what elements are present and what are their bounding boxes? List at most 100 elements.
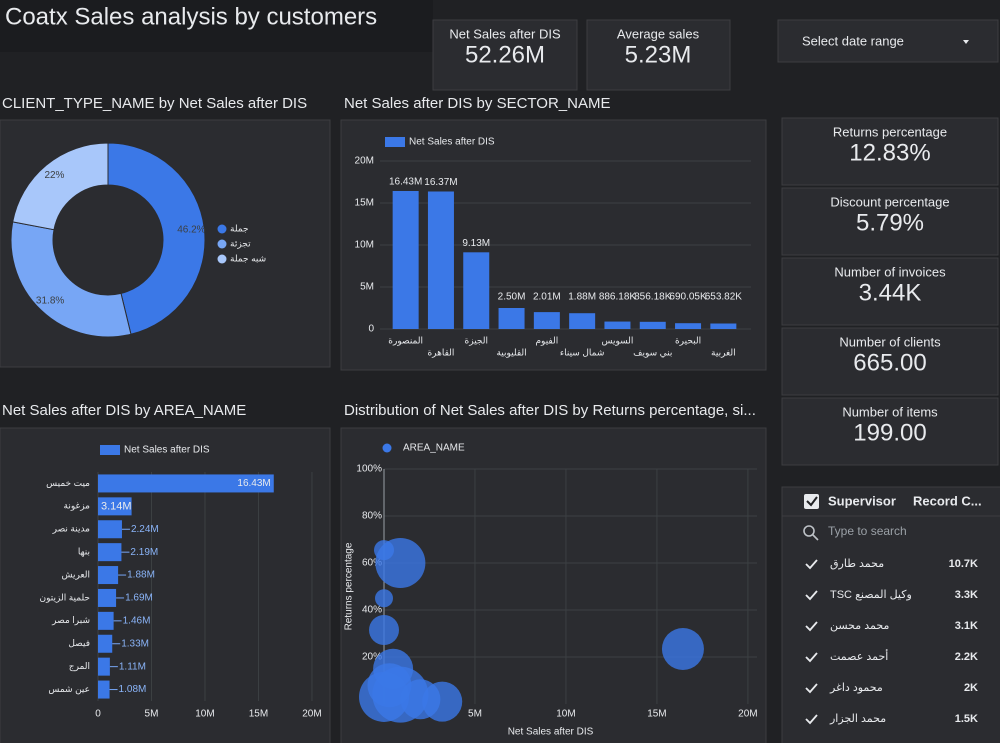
value-label: 2.50M bbox=[498, 292, 526, 303]
bar bbox=[463, 252, 490, 329]
value-label: 690.05K bbox=[669, 292, 707, 303]
y-tick-label: العريش bbox=[61, 569, 90, 579]
y-tick-label: 60% bbox=[362, 558, 382, 569]
table-cell: محمود داغر bbox=[829, 682, 883, 694]
column-header[interactable]: Supervisor bbox=[828, 493, 896, 508]
kpi-label: Number of clients bbox=[839, 334, 941, 349]
row-check[interactable] bbox=[805, 590, 818, 601]
legend-label: شبه جملة bbox=[230, 253, 266, 263]
bar bbox=[675, 323, 702, 329]
kpi-card bbox=[781, 187, 999, 256]
bubble bbox=[369, 614, 399, 645]
value-label: 653.82K bbox=[705, 292, 743, 303]
y-tick-label: عين شمس bbox=[48, 684, 90, 694]
pie-slice bbox=[12, 142, 109, 231]
bar bbox=[98, 474, 274, 493]
title-bar bbox=[0, 0, 433, 52]
row-check[interactable] bbox=[805, 559, 818, 570]
y-tick-label: شبرا مصر bbox=[51, 615, 90, 625]
bar bbox=[98, 566, 119, 585]
kpi-card bbox=[781, 257, 999, 326]
legend-label: جملة bbox=[230, 223, 249, 233]
legend-swatch bbox=[385, 137, 405, 147]
value-label: 2.01M bbox=[533, 292, 561, 303]
table-cell: محمد محسن bbox=[830, 620, 889, 632]
page-title: Coatx Sales analysis by customers bbox=[5, 3, 377, 30]
pie-slice bbox=[107, 142, 206, 335]
x-tick-label: بني سويف bbox=[633, 347, 672, 357]
search-input[interactable]: Type to search bbox=[828, 524, 907, 538]
y-tick-label: 10M bbox=[355, 240, 374, 251]
y-tick-label: مدينة نصر bbox=[52, 524, 91, 534]
x-tick-label: 5M bbox=[468, 709, 482, 720]
y-tick-label: 80% bbox=[362, 511, 382, 522]
legend-swatch bbox=[217, 239, 227, 249]
chart-title: Net Sales after DIS by SECTOR_NAME bbox=[344, 95, 610, 112]
legend-label: تجزئة bbox=[230, 238, 251, 248]
value-label: 1.88M bbox=[127, 570, 155, 581]
value-label: 1.11M bbox=[119, 661, 146, 672]
y-tick-label: مزغونة bbox=[64, 501, 91, 511]
value-label: 856.18K bbox=[634, 292, 672, 303]
kpi-label: Number of invoices bbox=[834, 264, 946, 279]
x-axis-label: Net Sales after DIS bbox=[508, 727, 594, 738]
kpi-card bbox=[781, 327, 999, 396]
select-all-checkbox[interactable] bbox=[804, 494, 819, 509]
legend-label: AREA_NAME bbox=[403, 443, 465, 454]
kpi-value: 3.44K bbox=[859, 279, 922, 306]
row-check[interactable] bbox=[805, 652, 818, 663]
slice-label: 31.8% bbox=[36, 296, 64, 307]
y-tick-label: بنها bbox=[78, 547, 90, 557]
bubble bbox=[375, 538, 426, 588]
x-tick-label: الجيزة bbox=[465, 335, 488, 345]
row-check[interactable] bbox=[805, 683, 818, 694]
table-cell: 1.5K bbox=[955, 713, 978, 725]
bar bbox=[604, 321, 631, 329]
kpi-card bbox=[781, 117, 999, 186]
kpi-label: Discount percentage bbox=[830, 194, 949, 209]
bar bbox=[98, 680, 110, 699]
bar bbox=[639, 321, 666, 329]
table-cell: 10.7K bbox=[949, 558, 978, 570]
value-label: 1.46M bbox=[123, 615, 151, 626]
y-tick-label: 100% bbox=[356, 464, 382, 475]
x-tick-label: 15M bbox=[249, 709, 268, 720]
kpi-label: Number of items bbox=[842, 404, 938, 419]
value-label: 2.19M bbox=[130, 547, 158, 558]
value-label: 2.24M bbox=[131, 524, 159, 535]
chart-title: Net Sales after DIS by AREA_NAME bbox=[2, 402, 246, 419]
bubble bbox=[367, 663, 412, 708]
kpi-label: Average sales bbox=[617, 26, 700, 41]
legend-swatch bbox=[100, 445, 120, 455]
search-icon bbox=[803, 525, 815, 537]
date-range-select[interactable] bbox=[777, 19, 999, 63]
row-check[interactable] bbox=[805, 714, 818, 725]
slice-label: 22% bbox=[44, 170, 64, 181]
search-icon bbox=[812, 534, 819, 541]
table-cell: 2K bbox=[964, 682, 978, 694]
column-header[interactable]: Record C... bbox=[913, 493, 982, 508]
value-label: 1.69M bbox=[125, 593, 153, 604]
legend-label: Net Sales after DIS bbox=[124, 445, 210, 456]
x-tick-label: 10M bbox=[195, 709, 214, 720]
bar bbox=[98, 520, 122, 539]
y-tick-label: حلمية الزيتون bbox=[40, 592, 90, 602]
date-range-label: Select date range bbox=[802, 33, 904, 48]
bar bbox=[98, 657, 110, 676]
x-tick-label: 20M bbox=[738, 709, 757, 720]
table-cell: 3.1K bbox=[955, 620, 978, 632]
table-panel bbox=[781, 486, 1000, 743]
kpi-value: 665.00 bbox=[853, 349, 926, 376]
chart-title: Distribution of Net Sales after DIS by R… bbox=[344, 402, 756, 419]
bar bbox=[98, 543, 122, 562]
x-tick-label: 10M bbox=[556, 709, 575, 720]
value-label: 1.33M bbox=[121, 638, 149, 649]
table-cell: محمد الجزار bbox=[829, 713, 886, 725]
slice-label: 46.2% bbox=[177, 225, 205, 236]
row-check[interactable] bbox=[805, 621, 818, 632]
bubble bbox=[661, 628, 704, 671]
x-tick-label: 5M bbox=[145, 709, 159, 720]
value-label: 16.43M bbox=[237, 478, 270, 489]
